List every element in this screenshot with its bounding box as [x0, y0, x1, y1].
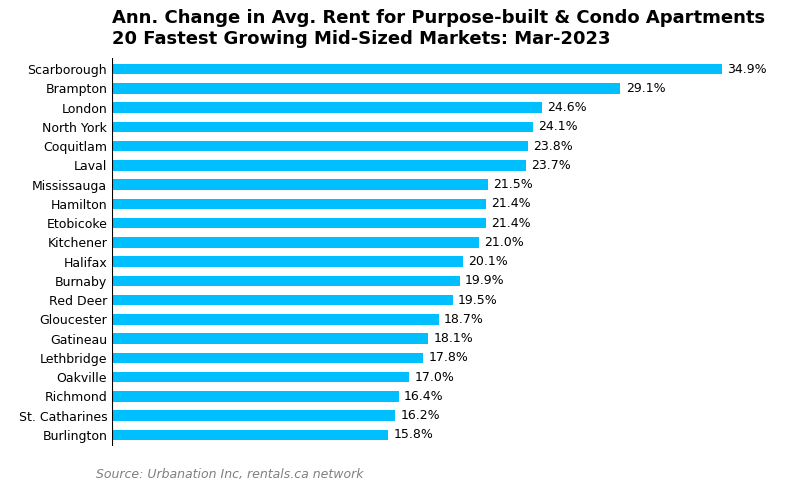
Text: 21.0%: 21.0% [484, 236, 524, 249]
Text: 19.9%: 19.9% [465, 275, 505, 288]
Text: 17.0%: 17.0% [414, 371, 454, 384]
Text: 16.2%: 16.2% [400, 409, 440, 422]
Bar [112, 218, 486, 228]
Bar [112, 430, 388, 440]
Bar [112, 295, 453, 305]
Text: 29.1%: 29.1% [626, 82, 666, 95]
Text: 23.8%: 23.8% [533, 140, 573, 153]
Text: 34.9%: 34.9% [727, 63, 766, 76]
Bar [112, 333, 428, 344]
Text: 24.1%: 24.1% [538, 120, 578, 133]
Text: Source: Urbanation Inc, rentals.ca network: Source: Urbanation Inc, rentals.ca netwo… [96, 468, 363, 480]
Bar [112, 391, 398, 402]
Text: 23.7%: 23.7% [531, 159, 571, 172]
Bar [112, 141, 528, 151]
Bar [112, 83, 621, 94]
Text: 16.4%: 16.4% [404, 390, 443, 403]
Bar [112, 64, 722, 74]
Bar [112, 180, 488, 190]
Text: 17.8%: 17.8% [428, 351, 468, 364]
Text: 15.8%: 15.8% [394, 428, 434, 441]
Bar [112, 353, 423, 363]
Bar [112, 276, 460, 286]
Bar [112, 121, 533, 132]
Text: 21.4%: 21.4% [491, 216, 531, 229]
Text: Ann. Change in Avg. Rent for Purpose-built & Condo Apartments
20 Fastest Growing: Ann. Change in Avg. Rent for Purpose-bui… [112, 9, 765, 48]
Bar [112, 237, 479, 248]
Bar [112, 410, 395, 421]
Text: 19.5%: 19.5% [458, 294, 498, 307]
Text: 21.4%: 21.4% [491, 197, 531, 210]
Bar [112, 314, 438, 324]
Text: 18.7%: 18.7% [444, 313, 484, 326]
Text: 20.1%: 20.1% [469, 255, 508, 268]
Text: 18.1%: 18.1% [434, 332, 474, 345]
Bar [112, 102, 542, 113]
Bar [112, 372, 409, 383]
Bar [112, 256, 463, 267]
Text: 24.6%: 24.6% [547, 101, 586, 114]
Text: 21.5%: 21.5% [493, 178, 533, 191]
Bar [112, 160, 526, 171]
Bar [112, 199, 486, 209]
